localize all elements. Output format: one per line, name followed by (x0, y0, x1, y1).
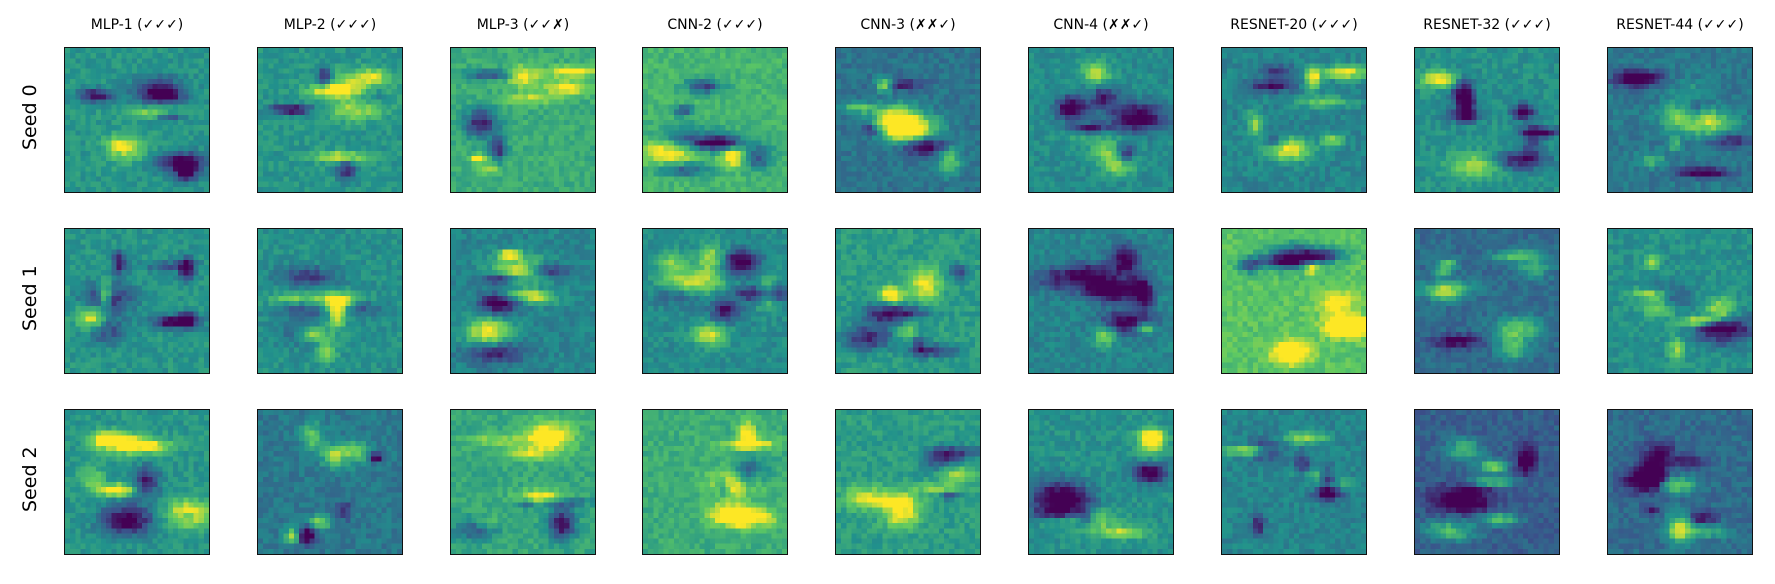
saliency-map-panel (64, 47, 210, 193)
saliency-map-panel (1028, 47, 1174, 193)
saliency-map-panel (1221, 47, 1367, 193)
saliency-map-panel (642, 47, 788, 193)
column-title: MLP-3 (✓✓✗) (428, 17, 618, 33)
column-title: MLP-1 (✓✓✓) (42, 17, 232, 33)
column-title: RESNET-44 (✓✓✓) (1585, 17, 1775, 33)
saliency-map-panel (1414, 409, 1560, 555)
saliency-map-panel (64, 228, 210, 374)
saliency-map-panel (1607, 47, 1753, 193)
saliency-map-panel (64, 409, 210, 555)
saliency-map-panel (642, 228, 788, 374)
saliency-map-panel (450, 228, 596, 374)
saliency-map-panel (835, 228, 981, 374)
column-title: RESNET-32 (✓✓✓) (1392, 17, 1582, 33)
saliency-map-panel (1414, 228, 1560, 374)
saliency-map-panel (1607, 228, 1753, 374)
saliency-map-panel (257, 409, 403, 555)
saliency-map-panel (450, 47, 596, 193)
column-title: CNN-2 (✓✓✓) (620, 17, 810, 33)
saliency-map-panel (835, 409, 981, 555)
column-title: CNN-4 (✗✗✓) (1006, 17, 1196, 33)
saliency-map-panel (1221, 409, 1367, 555)
saliency-map-panel (642, 409, 788, 555)
saliency-map-panel (1028, 228, 1174, 374)
saliency-map-panel (450, 409, 596, 555)
row-label: Seed 1 (19, 265, 41, 331)
saliency-map-panel (1028, 409, 1174, 555)
row-label: Seed 2 (19, 446, 41, 512)
saliency-map-panel (835, 47, 981, 193)
column-title: RESNET-20 (✓✓✓) (1199, 17, 1389, 33)
saliency-map-panel (1414, 47, 1560, 193)
saliency-map-panel (1221, 228, 1367, 374)
saliency-map-panel (257, 228, 403, 374)
saliency-map-panel (257, 47, 403, 193)
column-title: MLP-2 (✓✓✓) (235, 17, 425, 33)
column-title: CNN-3 (✗✗✓) (813, 17, 1003, 33)
row-label: Seed 0 (19, 84, 41, 150)
saliency-map-panel (1607, 409, 1753, 555)
